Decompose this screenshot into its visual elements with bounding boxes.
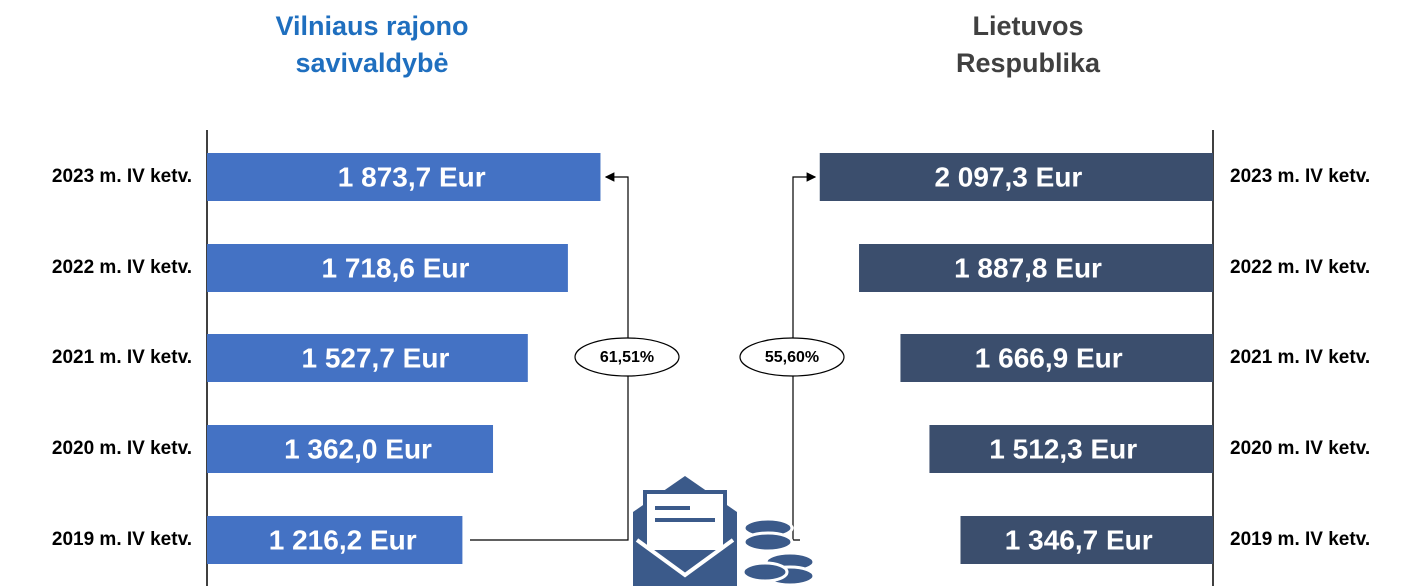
value-label: 1 718,6 Eur [322, 252, 470, 283]
bar [207, 425, 494, 473]
category-label: 2020 m. IV ketv. [52, 438, 192, 459]
value-label: 1 346,7 Eur [1005, 524, 1153, 555]
annotation-bubble [574, 337, 680, 377]
annotation: 55,60% [765, 349, 819, 366]
bar [960, 516, 1213, 564]
envelope-icon [633, 476, 737, 586]
value-label: 1 527,7 Eur [301, 342, 449, 373]
category-label: 2020 m. IV ketv. [1230, 438, 1370, 459]
category-label: 2019 m. IV ketv. [52, 529, 192, 550]
category-label: 2021 m. IV ketv. [1230, 347, 1370, 368]
value-label: 1 216,2 Eur [269, 524, 417, 555]
annotation: 61,51% [600, 349, 654, 366]
category-label: 2022 m. IV ketv. [1230, 257, 1370, 278]
value-label: 1 512,3 Eur [989, 433, 1137, 464]
bar [207, 153, 601, 201]
bar [207, 334, 528, 382]
bar [207, 244, 568, 292]
bar [900, 334, 1213, 382]
category-label: 2021 m. IV ketv. [52, 347, 192, 368]
category-label: 2023 m. IV ketv. [1230, 166, 1370, 187]
value-label: 1 873,7 Eur [338, 161, 486, 192]
bar [819, 153, 1213, 201]
annotation-bubble [739, 337, 845, 377]
value-label: 1 362,0 Eur [284, 433, 432, 464]
bar [207, 516, 463, 564]
bar [929, 425, 1213, 473]
coins-icon [741, 517, 816, 586]
chart-title: Lietuvos Respublika [955, 11, 1101, 78]
chart-title: Vilniaus rajono savivaldybė [275, 11, 469, 78]
category-label: 2019 m. IV ketv. [1230, 529, 1370, 550]
value-label: 2 097,3 Eur [934, 161, 1082, 192]
value-label: 1 887,8 Eur [954, 252, 1102, 283]
category-label: 2023 m. IV ketv. [52, 166, 192, 187]
category-label: 2022 m. IV ketv. [52, 257, 192, 278]
value-label: 1 666,9 Eur [975, 342, 1123, 373]
bar [859, 244, 1213, 292]
